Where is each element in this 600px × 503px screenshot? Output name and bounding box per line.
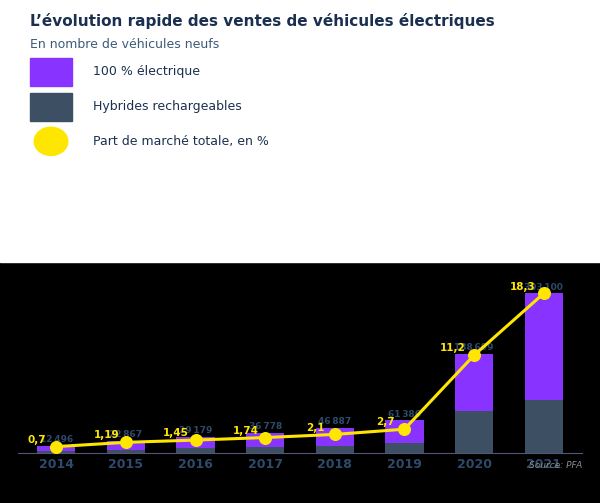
Text: 61 386: 61 386 bbox=[388, 409, 421, 418]
Text: 1,45: 1,45 bbox=[163, 428, 189, 438]
Text: 1,74: 1,74 bbox=[233, 426, 259, 436]
Text: 11,2: 11,2 bbox=[440, 344, 466, 353]
Text: 303 100: 303 100 bbox=[524, 283, 563, 292]
Point bbox=[469, 351, 479, 359]
Point bbox=[330, 431, 340, 439]
Text: 188 699: 188 699 bbox=[454, 343, 494, 352]
Text: Hybrides rechargeables: Hybrides rechargeables bbox=[93, 100, 242, 113]
Text: 22 867: 22 867 bbox=[109, 430, 142, 439]
Bar bbox=[246, 434, 284, 447]
Point bbox=[260, 434, 270, 442]
Bar bbox=[385, 421, 424, 443]
Point bbox=[400, 425, 409, 433]
Text: 36 778: 36 778 bbox=[248, 423, 282, 432]
Bar bbox=[107, 441, 145, 450]
Point bbox=[52, 443, 61, 451]
Bar bbox=[176, 438, 215, 448]
Point bbox=[191, 436, 200, 444]
Bar bbox=[37, 446, 76, 451]
Bar bbox=[385, 443, 424, 453]
Bar bbox=[316, 428, 354, 446]
Text: 12 496: 12 496 bbox=[40, 435, 73, 444]
Bar bbox=[524, 400, 563, 453]
Bar bbox=[246, 447, 284, 453]
Text: 29 179: 29 179 bbox=[179, 427, 212, 436]
Bar bbox=[176, 448, 215, 453]
Text: 1,19: 1,19 bbox=[94, 431, 119, 441]
Text: 46 887: 46 887 bbox=[318, 417, 352, 426]
Text: 0,7: 0,7 bbox=[28, 435, 46, 445]
Text: L’évolution rapide des ventes de véhicules électriques: L’évolution rapide des ventes de véhicul… bbox=[30, 13, 495, 29]
Bar bbox=[455, 411, 493, 453]
Bar bbox=[524, 293, 563, 400]
Text: Source: PFA: Source: PFA bbox=[529, 461, 582, 470]
Text: En nombre de véhicules neufs: En nombre de véhicules neufs bbox=[30, 38, 219, 51]
Point bbox=[121, 438, 131, 446]
Text: 18,3: 18,3 bbox=[510, 282, 536, 292]
Text: 2,1: 2,1 bbox=[306, 423, 325, 433]
Text: 100 % électrique: 100 % électrique bbox=[93, 65, 200, 78]
Bar bbox=[455, 354, 493, 411]
Text: 2,7: 2,7 bbox=[376, 417, 394, 427]
Bar bbox=[316, 446, 354, 453]
Bar bbox=[107, 450, 145, 453]
Text: Part de marché totale, en %: Part de marché totale, en % bbox=[93, 135, 269, 148]
Point bbox=[539, 289, 548, 297]
Bar bbox=[37, 451, 76, 453]
